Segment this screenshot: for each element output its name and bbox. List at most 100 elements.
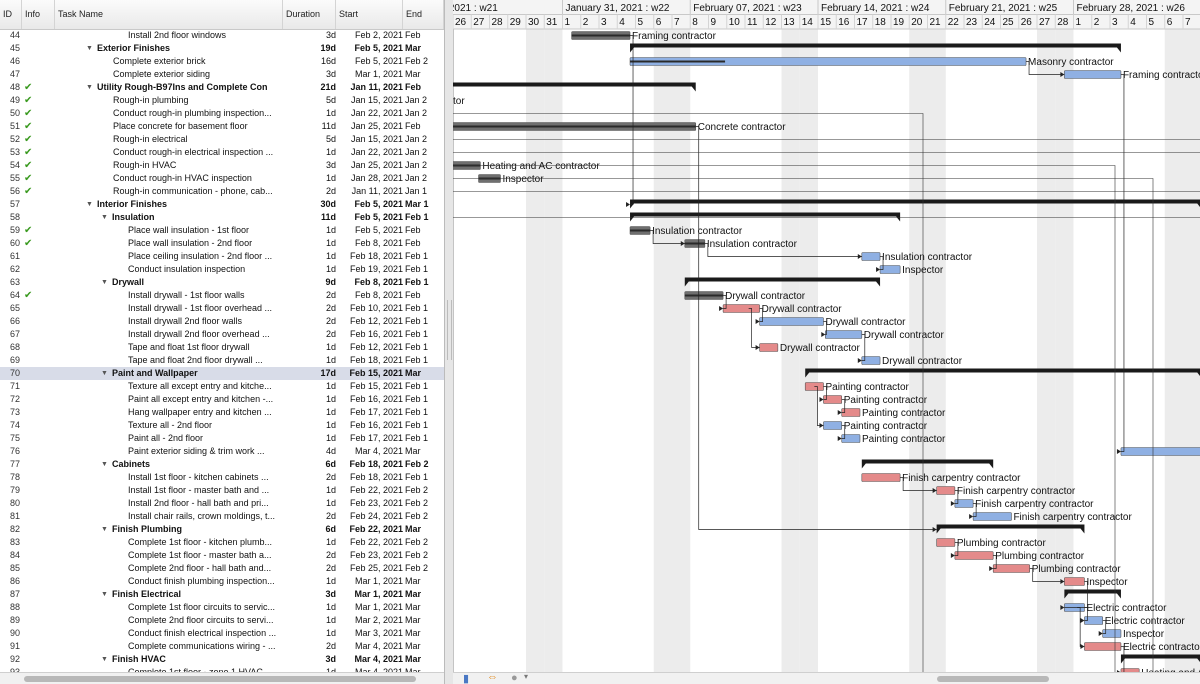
table-row[interactable]: 52 ✔ Rough-in electrical 5d Jan 15, 2021 Jan …	[0, 133, 444, 146]
table-row[interactable]: 69 Tape and float 2nd floor drywall ... 1d…	[0, 354, 444, 367]
table-row[interactable]: 66 Install drywall 2nd floor walls 2d Feb 1…	[0, 315, 444, 328]
table-row[interactable]: 53 ✔ Conduct rough-in electrical inspectio…	[0, 146, 444, 159]
table-row[interactable]: 50 ✔ Conduct rough-in plumbing inspection.…	[0, 107, 444, 120]
table-row[interactable]: 89 Complete 2nd floor circuits to servi..…	[0, 614, 444, 627]
table-row[interactable]: 71 Texture all except entry and kitche...…	[0, 380, 444, 393]
table-row[interactable]: 65 Install drywall - 1st floor overhead .…	[0, 302, 444, 315]
task-start: Feb 16, 2021	[349, 420, 403, 430]
table-row[interactable]: 81 Install chair rails, crown moldings, t…	[0, 510, 444, 523]
summary-bar	[1120, 654, 1200, 659]
column-header-id[interactable]: ID	[0, 0, 22, 29]
column-header-end[interactable]: End	[403, 0, 444, 29]
table-row[interactable]: 75 Paint all - 2nd floor 1d Feb 17, 2021 Feb…	[0, 432, 444, 445]
table-row[interactable]: 47 Complete exterior siding 3d Mar 1, 2021 M…	[0, 68, 444, 81]
triangle-down-icon[interactable]: ▼	[101, 591, 108, 598]
task-start: Jan 22, 2021	[350, 147, 403, 157]
table-row[interactable]: 46 Complete exterior brick 16d Feb 5, 2021 F…	[0, 55, 444, 68]
task-name: Complete exterior siding	[113, 69, 211, 79]
row-id: 48	[9, 82, 20, 92]
column-header-task-name[interactable]: Task Name	[55, 0, 283, 29]
task-duration: 3d	[325, 30, 336, 40]
column-header-info[interactable]: Info	[22, 0, 55, 29]
table-row[interactable]: 60 ✔ Place wall insulation - 2nd floor 1d Fe…	[0, 237, 444, 250]
task-end: Feb 2	[405, 550, 429, 560]
column-header-duration[interactable]: Duration	[283, 0, 336, 29]
task-start: Feb 16, 2021	[349, 329, 403, 339]
table-row[interactable]: 92 ▼ Finish HVAC 3d Mar 4, 2021 Mar	[0, 653, 444, 666]
resource-label: Inspector	[1086, 577, 1128, 588]
triangle-down-icon[interactable]: ▼	[86, 84, 93, 91]
table-row[interactable]: 63 ▼ Drywall 9d Feb 8, 2021 Feb 1	[0, 276, 444, 289]
resource-label: Insulation contractor	[707, 239, 798, 250]
table-row[interactable]: 45 ▼ Exterior Finishes 19d Feb 5, 2021 Mar	[0, 42, 444, 55]
table-row[interactable]: 68 Tape and float 1st floor drywall 1d Feb …	[0, 341, 444, 354]
triangle-down-icon[interactable]: ▼	[101, 279, 108, 286]
task-start: Jan 25, 2021	[350, 121, 403, 131]
table-row[interactable]: 61 Place ceiling insulation - 2nd floor .…	[0, 250, 444, 263]
task-start: Jan 15, 2021	[350, 134, 403, 144]
table-row[interactable]: 91 Complete communications wiring - ... 2d…	[0, 640, 444, 653]
table-row[interactable]: 49 ✔ Rough-in plumbing 5d Jan 15, 2021 Jan 2	[0, 94, 444, 107]
table-row[interactable]: 83 Complete 1st floor - kitchen plumb... 1…	[0, 536, 444, 549]
task-name: Place ceiling insulation - 2nd floor ...	[128, 251, 273, 261]
grid-horizontal-scrollbar[interactable]	[0, 672, 444, 684]
table-row[interactable]: 64 ✔ Install drywall - 1st floor walls 2d Fe…	[0, 289, 444, 302]
task-end: Feb 1	[405, 316, 429, 326]
dependency-arrow-icon	[819, 397, 824, 402]
table-row[interactable]: 73 Hang wallpaper entry and kitchen ... 1d…	[0, 406, 444, 419]
table-row[interactable]: 74 Texture all - 2nd floor 1d Feb 16, 2021 F…	[0, 419, 444, 432]
table-row[interactable]: 90 Conduct finish electrical inspection .…	[0, 627, 444, 640]
table-row[interactable]: 85 Complete 2nd floor - hall bath and... 2…	[0, 562, 444, 575]
table-row[interactable]: 56 ✔ Rough-in communication - phone, cab..…	[0, 185, 444, 198]
grid-scroll-thumb[interactable]	[24, 676, 416, 682]
pane-splitter[interactable]	[445, 0, 454, 684]
dependency-line	[453, 113, 924, 672]
gantt-horizontal-scrollbar[interactable]: ▮ ⇔ ● ▾	[453, 671, 1200, 684]
table-row[interactable]: 77 ▼ Cabinets 6d Feb 18, 2021 Feb 2	[0, 458, 444, 471]
row-id: 92	[9, 654, 20, 664]
table-row[interactable]: 67 Install drywall 2nd floor overhead ...…	[0, 328, 444, 341]
zoom-dot-icon[interactable]: ●	[511, 672, 518, 684]
task-duration: 2d	[325, 290, 336, 300]
table-row[interactable]: 48 ✔ ▼ Utility Rough-B97Ins and Complete Co…	[0, 81, 444, 94]
table-row[interactable]: 58 ▼ Insulation 11d Feb 5, 2021 Feb 1	[0, 211, 444, 224]
table-row[interactable]: 86 Conduct finish plumbing inspection... 1…	[0, 575, 444, 588]
triangle-down-icon[interactable]: ▼	[101, 214, 108, 221]
triangle-down-icon[interactable]: ▼	[101, 656, 108, 663]
task-progress	[684, 242, 705, 245]
chevron-down-icon[interactable]: ▾	[524, 672, 529, 681]
table-row[interactable]: 57 ▼ Interior Finishes 30d Feb 5, 2021 Mar 1	[0, 198, 444, 211]
task-progress	[630, 229, 651, 232]
table-row[interactable]: 55 ✔ Conduct rough-in HVAC inspection 1d Jan…	[0, 172, 444, 185]
task-end: Feb 1	[405, 329, 429, 339]
table-row[interactable]: 72 Paint all except entry and kitchen -..…	[0, 393, 444, 406]
triangle-down-icon[interactable]: ▼	[101, 370, 108, 377]
table-row[interactable]: 51 ✔ Place concrete for basement floor 11d J…	[0, 120, 444, 133]
table-row[interactable]: 54 ✔ Rough-in HVAC 3d Jan 25, 2021 Jan 2	[0, 159, 444, 172]
triangle-down-icon[interactable]: ▼	[101, 461, 108, 468]
task-name: Insulation	[112, 212, 155, 222]
triangle-down-icon[interactable]: ▼	[86, 201, 93, 208]
gantt-scroll-thumb[interactable]	[937, 676, 1049, 682]
triangle-down-icon[interactable]: ▼	[101, 526, 108, 533]
table-row[interactable]: 80 Install 2nd floor - hall bath and pri.…	[0, 497, 444, 510]
triangle-down-icon[interactable]: ▼	[86, 45, 93, 52]
task-duration: 1d	[325, 381, 336, 391]
table-row[interactable]: 76 Paint exterior siding & trim work ... 4…	[0, 445, 444, 458]
table-row[interactable]: 82 ▼ Finish Plumbing 6d Feb 22, 2021 Mar	[0, 523, 444, 536]
table-row[interactable]: 79 Install 1st floor - master bath and ..…	[0, 484, 444, 497]
table-row[interactable]: 59 ✔ Place wall insulation - 1st floor 1d Fe…	[0, 224, 444, 237]
table-row[interactable]: 78 Install 1st floor - kitchen cabinets .…	[0, 471, 444, 484]
task-name: Install drywall 2nd floor overhead ...	[128, 329, 270, 339]
navigate-icon[interactable]: ▮	[463, 673, 470, 684]
swap-arrows-icon[interactable]: ⇔	[487, 671, 498, 683]
table-row[interactable]: 44 Install 2nd floor windows 3d Feb 2, 2021…	[0, 29, 444, 42]
table-row[interactable]: 87 ▼ Finish Electrical 3d Mar 1, 2021 Mar	[0, 588, 444, 601]
table-row[interactable]: 84 Complete 1st floor - master bath a... 2…	[0, 549, 444, 562]
table-row[interactable]: 88 Complete 1st floor circuits to servic.…	[0, 601, 444, 614]
column-header-start[interactable]: Start	[336, 0, 403, 29]
table-row[interactable]: 70 ▼ Paint and Wallpaper 17d Feb 15, 2021 Mar	[0, 367, 444, 380]
row-id: 88	[9, 602, 20, 612]
summary-bar-right-cap	[1116, 47, 1121, 53]
table-row[interactable]: 62 Conduct insulation inspection 1d Feb 19,…	[0, 263, 444, 276]
